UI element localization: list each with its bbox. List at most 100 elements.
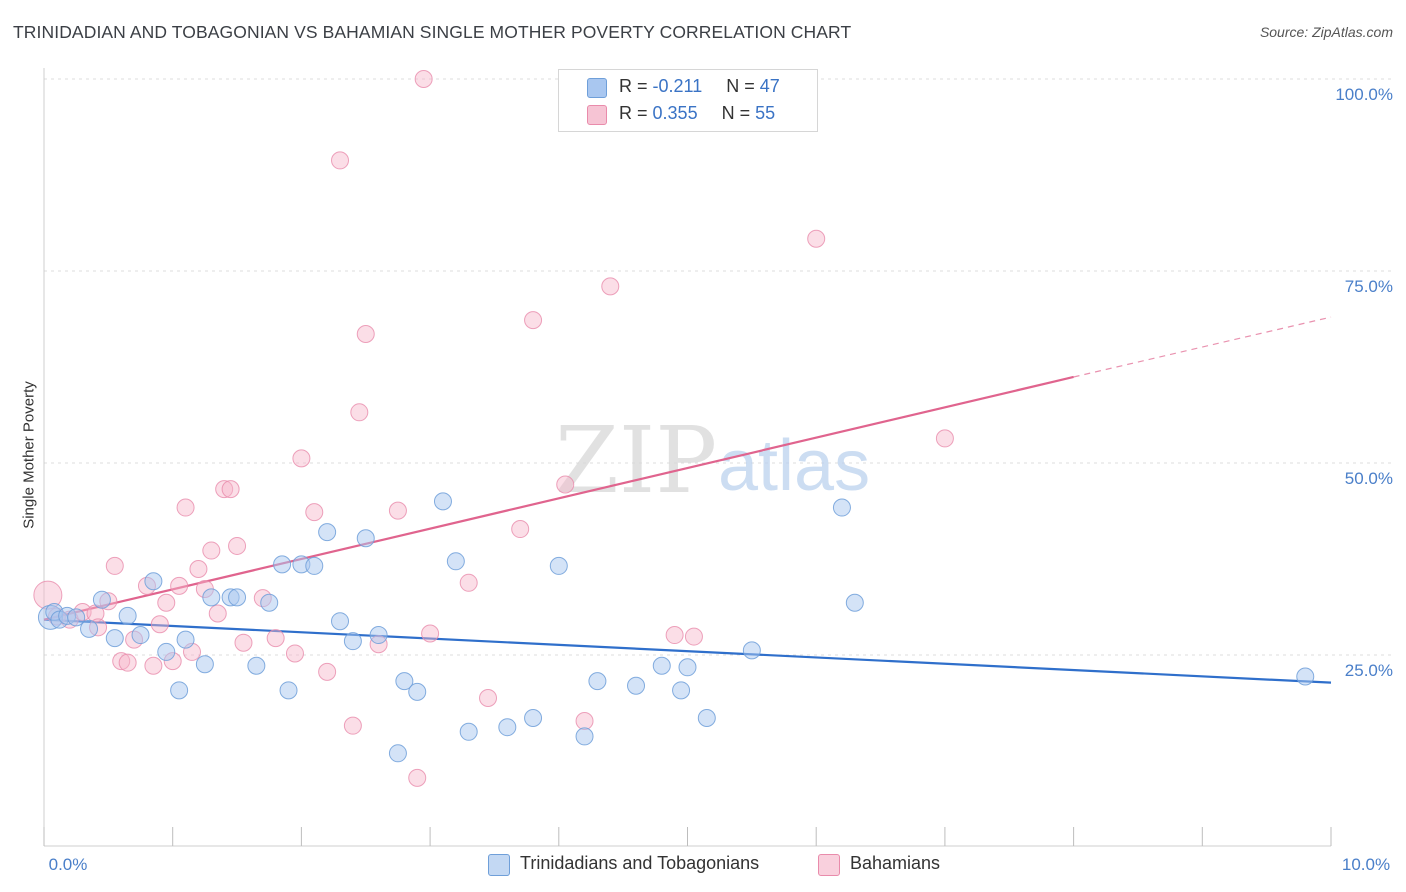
legend-swatch-pink: [587, 105, 607, 125]
point-bahamians: [105, 556, 124, 575]
point-bahamians: [807, 229, 826, 248]
legend-swatch-pink: [818, 854, 840, 876]
point-trinidadians: [157, 642, 176, 661]
y-tick-label-50: 50.0%: [1345, 469, 1393, 488]
point-bahamians: [511, 520, 530, 539]
point-bahamians: [170, 576, 189, 595]
trend-line-bahamians-extension: [1073, 316, 1332, 378]
point-trinidadians: [832, 498, 851, 517]
point-trinidadians: [131, 626, 150, 645]
point-bahamians: [331, 151, 350, 170]
point-trinidadians: [247, 656, 266, 675]
point-trinidadians: [524, 708, 543, 727]
point-trinidadians: [144, 572, 163, 591]
point-bahamians: [388, 501, 407, 520]
point-bahamians: [524, 311, 543, 330]
point-trinidadians: [678, 658, 697, 677]
legend-swatch-blue: [587, 78, 607, 98]
point-trinidadians: [498, 718, 517, 737]
point-trinidadians: [446, 552, 465, 571]
gridlines: [44, 78, 1392, 656]
x-tick-label-min: 0.0%: [49, 855, 88, 874]
point-bahamians: [414, 70, 433, 88]
y-tick-label-75: 75.0%: [1345, 277, 1393, 296]
point-trinidadians: [228, 588, 247, 607]
point-trinidadians: [118, 606, 137, 625]
point-bahamians: [112, 652, 131, 671]
point-bahamians: [202, 541, 221, 560]
point-trinidadians: [176, 630, 195, 649]
point-trinidadians: [433, 492, 452, 511]
point-trinidadians: [369, 626, 388, 645]
point-trinidadians: [170, 681, 189, 700]
point-bahamians: [356, 324, 375, 343]
legend-label-bahamians: Bahamians: [850, 853, 941, 873]
point-bahamians: [221, 480, 240, 499]
point-trinidadians: [697, 708, 716, 727]
point-trinidadians: [202, 588, 221, 607]
y-tick-label-25: 25.0%: [1345, 661, 1393, 680]
point-trinidadians: [395, 672, 414, 691]
legend-swatch-blue: [488, 854, 510, 876]
point-bahamians: [421, 624, 440, 643]
point-bahamians: [684, 627, 703, 646]
point-trinidadians: [318, 523, 337, 542]
legend-r-value: -0.211: [652, 76, 703, 96]
point-trinidadians: [305, 556, 324, 575]
point-bahamians: [189, 559, 208, 578]
point-trinidadians: [575, 727, 594, 746]
point-trinidadians: [105, 629, 124, 648]
point-bahamians: [215, 480, 234, 499]
point-bahamians: [935, 429, 954, 448]
point-bahamians: [266, 629, 285, 648]
watermark-atlas: atlas: [718, 426, 870, 506]
point-bahamians: [118, 653, 137, 672]
correlation-legend: R = -0.211 N = 47 R = 0.355 N = 55: [558, 69, 818, 132]
point-bahamians: [459, 573, 478, 592]
point-trinidadians: [459, 722, 478, 741]
point-bahamians: [601, 277, 620, 296]
point-bahamians: [234, 633, 253, 652]
legend-label-trinidadians: Trinidadians and Tobagonians: [520, 853, 760, 873]
series-trinidadians: [37, 492, 1315, 763]
watermark-zip: ZIP: [555, 407, 717, 514]
point-bahamians: [150, 615, 169, 634]
point-trinidadians: [92, 590, 111, 609]
legend-n-label: N =: [726, 76, 755, 96]
point-bahamians: [343, 716, 362, 735]
legend-n-label: N =: [721, 103, 751, 123]
point-trinidadians: [627, 676, 646, 695]
point-trinidadians: [388, 744, 407, 763]
point-trinidadians: [260, 593, 279, 612]
series-legend: Trinidadians and Tobagonians Bahamians: [0, 852, 1406, 876]
y-tick-label-100: 100.0%: [1335, 85, 1393, 104]
point-bahamians: [479, 689, 498, 708]
point-trinidadians: [845, 593, 864, 612]
point-trinidadians: [80, 619, 99, 638]
trend-line-trinidadians: [43, 618, 1332, 684]
point-bahamians: [176, 498, 195, 517]
point-bahamians: [228, 536, 247, 555]
point-bahamians: [575, 712, 594, 731]
legend-r-value: 0.355: [652, 103, 698, 123]
point-trinidadians: [549, 556, 568, 575]
point-bahamians: [292, 449, 311, 468]
point-trinidadians: [672, 681, 691, 700]
trend-lines: [43, 316, 1332, 684]
point-bahamians: [144, 656, 163, 675]
source-label: Source: ZipAtlas.com: [1259, 24, 1393, 40]
x-tick-label-max: 10.0%: [1342, 855, 1390, 874]
point-trinidadians: [273, 555, 292, 574]
point-trinidadians: [356, 529, 375, 548]
trend-line-bahamians: [43, 375, 1074, 621]
point-bahamians: [157, 593, 176, 612]
point-trinidadians: [279, 681, 298, 700]
point-trinidadians: [652, 656, 671, 675]
point-trinidadians: [331, 612, 350, 631]
point-trinidadians: [588, 672, 607, 691]
point-bahamians: [350, 403, 369, 422]
point-trinidadians: [195, 655, 214, 674]
legend-n-value: 47: [759, 76, 780, 96]
tick-labels: 0.0% 10.0% 25.0% 50.0% 75.0% 100.0%: [49, 85, 1393, 874]
